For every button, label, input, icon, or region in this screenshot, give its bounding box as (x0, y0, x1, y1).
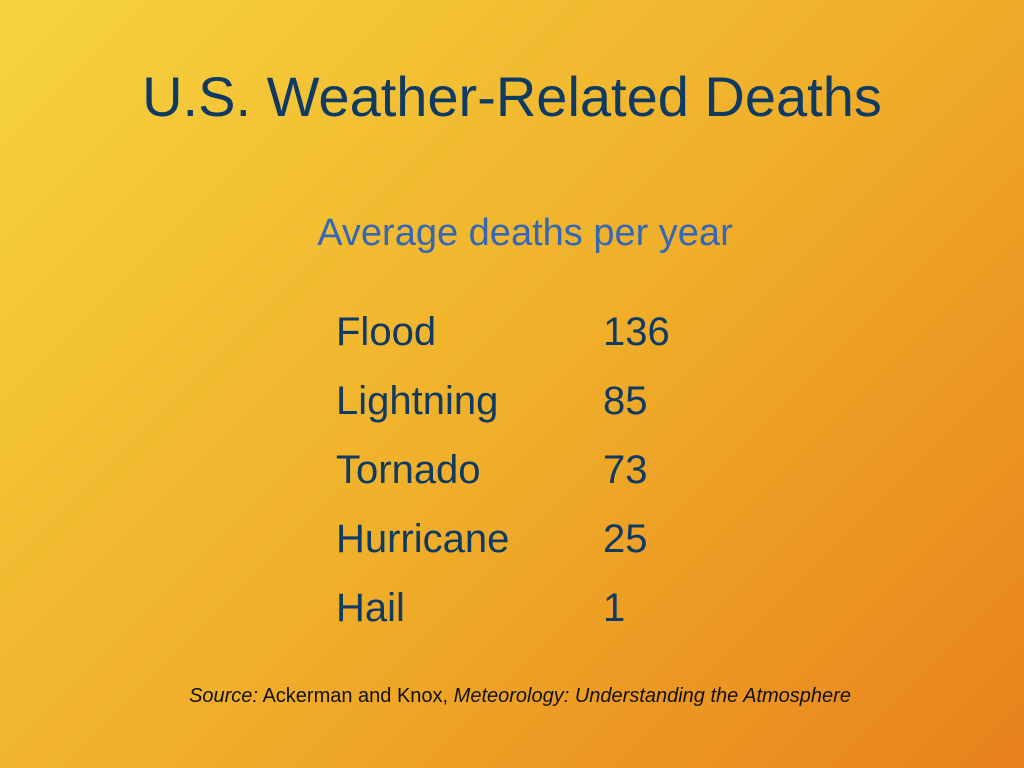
source-authors: Ackerman and Knox, (258, 685, 454, 707)
deaths-value: 1 (603, 586, 626, 630)
slide-subtitle: Average deaths per year (317, 212, 733, 254)
deaths-value: 25 (603, 517, 648, 561)
deaths-value: 136 (603, 310, 670, 354)
hazard-name: Lightning (336, 379, 499, 423)
source-citation: Source: Ackerman and Knox, Meteorology: … (0, 683, 1024, 709)
hazard-name: Hurricane (336, 517, 510, 561)
source-book-title: Meteorology: Understanding the Atmospher… (453, 685, 851, 707)
deaths-value: 73 (603, 448, 648, 492)
source-prefix: Source: (189, 685, 258, 707)
slide-title: U.S. Weather-Related Deaths (142, 65, 882, 128)
hazard-name: Tornado (336, 448, 481, 492)
hazard-name: Flood (336, 310, 437, 354)
deaths-value: 85 (603, 379, 648, 423)
hazard-name: Hail (336, 586, 405, 630)
